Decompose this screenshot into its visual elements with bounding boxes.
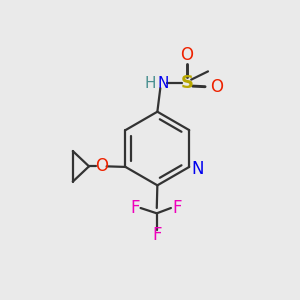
- Text: O: O: [180, 46, 193, 64]
- Text: O: O: [95, 157, 108, 175]
- Text: N: N: [191, 160, 204, 178]
- Text: F: F: [130, 199, 140, 217]
- Text: F: F: [152, 226, 161, 244]
- Text: O: O: [210, 78, 223, 96]
- Text: H: H: [144, 76, 156, 91]
- Text: N: N: [158, 76, 169, 91]
- Text: S: S: [180, 74, 193, 92]
- Text: F: F: [172, 199, 182, 217]
